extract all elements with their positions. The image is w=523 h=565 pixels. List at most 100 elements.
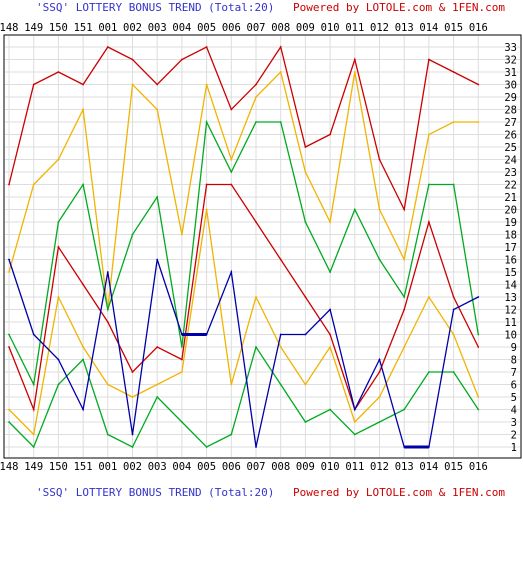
series-3-point xyxy=(477,333,480,336)
series-7-point xyxy=(32,333,35,336)
series-line-4 xyxy=(8,183,479,412)
x-tick-label: 151 xyxy=(74,461,93,473)
x-tick-label: 012 xyxy=(370,461,389,473)
y-tick-label: 20 xyxy=(504,205,517,217)
series-2-point xyxy=(279,71,282,73)
series-4-point xyxy=(205,183,208,186)
x-tick-label: 149 xyxy=(24,461,43,473)
x-tick-label: 010 xyxy=(321,22,340,34)
series-5-point xyxy=(82,346,84,348)
series-1-point xyxy=(304,146,307,148)
series-5-point xyxy=(304,383,307,386)
series-6-point xyxy=(428,371,430,373)
series-2-point xyxy=(8,271,10,273)
chart-title-top: 'SSQ' LOTTERY BONUS TREND (Total:20) xyxy=(36,1,274,14)
series-7-point xyxy=(428,446,430,448)
series-3-point xyxy=(181,346,183,348)
series-5-point xyxy=(32,433,35,436)
series-2-point xyxy=(477,121,480,123)
x-tick-label: 016 xyxy=(469,22,488,34)
series-3-point xyxy=(32,383,35,386)
grid-lines xyxy=(5,36,520,457)
series-2-point xyxy=(378,208,381,211)
series-2-point xyxy=(131,83,134,86)
y-tick-labels: 1234567891011121314151617181920212223242… xyxy=(504,42,517,454)
series-3-point xyxy=(230,171,233,173)
series-line-6 xyxy=(8,345,479,449)
series-4-point xyxy=(181,358,183,361)
series-1-point xyxy=(57,71,60,73)
y-tick-label: 9 xyxy=(511,342,517,354)
series-4-point xyxy=(304,296,307,298)
series-1-point xyxy=(353,58,356,61)
x-tick-labels-bottom: 148 149 150 151 001 002 003 004 005 006 007 008 009 0… xyxy=(0,461,488,473)
y-tick-label: 25 xyxy=(504,142,517,154)
series-3-point xyxy=(378,258,381,261)
series-7-point xyxy=(378,358,381,361)
series-7-point xyxy=(8,258,10,261)
series-5-point xyxy=(156,383,159,386)
series-1-point xyxy=(156,83,159,86)
x-tick-label: 150 xyxy=(49,22,68,34)
x-tick-label: 150 xyxy=(49,461,68,473)
y-tick-label: 14 xyxy=(504,280,517,292)
series-1-point xyxy=(32,83,35,86)
series-6-point xyxy=(353,433,356,436)
series-2-point xyxy=(452,121,455,123)
x-tick-label: 014 xyxy=(419,461,438,473)
x-tick-labels-top: 148 149 150 151 001 002 003 004 005 006 007 008 009 0… xyxy=(0,22,488,34)
series-3-point xyxy=(353,208,356,211)
y-tick-label: 3 xyxy=(511,417,517,429)
series-2-point xyxy=(403,258,406,261)
series-3-point xyxy=(82,183,84,186)
series-7-point xyxy=(329,308,331,311)
series-2-point xyxy=(329,221,331,223)
series-7-point xyxy=(279,333,282,336)
y-tick-label: 33 xyxy=(504,42,517,54)
series-7-point xyxy=(477,296,480,298)
x-tick-label: 009 xyxy=(296,461,315,473)
y-tick-label: 18 xyxy=(504,230,517,242)
series-2-point xyxy=(32,183,35,186)
x-tick-label: 004 xyxy=(172,22,191,34)
series-4-point xyxy=(131,371,134,373)
series-4-point xyxy=(156,346,159,348)
series-line-5 xyxy=(8,209,479,436)
series-7-point xyxy=(403,446,406,448)
y-tick-label: 17 xyxy=(504,242,517,254)
series-7-point xyxy=(255,446,257,448)
series-1-point xyxy=(131,58,134,61)
y-tick-label: 22 xyxy=(504,180,517,192)
series-7-point xyxy=(82,408,84,411)
series-4-point xyxy=(230,183,233,186)
series-4-point xyxy=(8,346,10,348)
bottom-title-line: 'SSQ' LOTTERY BONUS TREND (Total:20) Pow… xyxy=(36,486,505,499)
y-tick-label: 32 xyxy=(504,55,517,67)
series-line-1 xyxy=(8,45,479,212)
y-tick-label: 19 xyxy=(504,217,517,229)
series-5-point xyxy=(230,383,233,386)
series-6-point xyxy=(230,433,233,436)
series-2-point xyxy=(181,233,183,236)
series-2-point xyxy=(205,83,208,86)
series-1-point xyxy=(428,58,430,61)
series-3-point xyxy=(428,183,430,186)
series-2-point xyxy=(82,108,84,111)
series-6-point xyxy=(279,383,282,386)
series-7-point xyxy=(156,258,159,261)
series-6-point xyxy=(181,421,183,423)
series-5-point xyxy=(428,296,430,298)
y-tick-label: 6 xyxy=(511,380,517,392)
y-tick-label: 2 xyxy=(511,430,517,442)
x-tick-label: 005 xyxy=(197,461,216,473)
y-tick-label: 21 xyxy=(504,192,517,204)
y-tick-label: 10 xyxy=(504,330,517,342)
y-tick-label: 4 xyxy=(511,405,517,417)
y-tick-label: 8 xyxy=(511,355,517,367)
series-5-point xyxy=(353,421,356,423)
x-tick-label: 009 xyxy=(296,22,315,34)
series-5-point xyxy=(131,396,134,398)
x-tick-label: 008 xyxy=(271,461,290,473)
x-tick-label: 001 xyxy=(98,461,117,473)
